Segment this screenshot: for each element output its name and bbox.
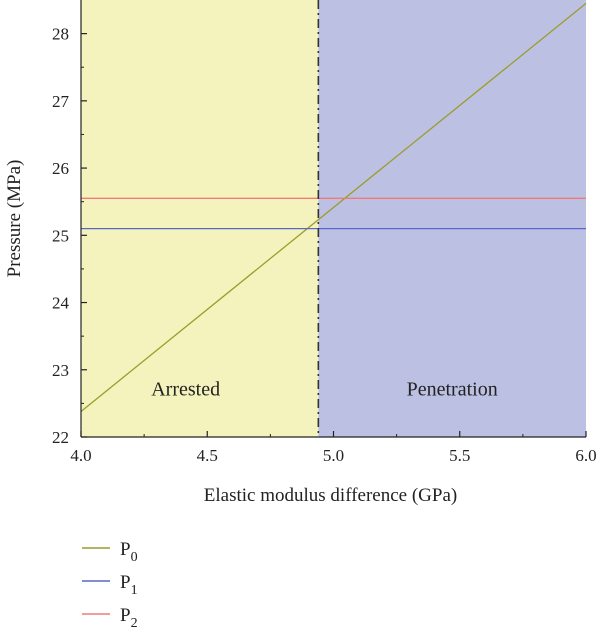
- x-tick-label: 4.0: [70, 446, 91, 465]
- x-tick-label: 5.5: [449, 446, 470, 465]
- x-tick-label: 5.0: [323, 446, 344, 465]
- y-tick-label: 26: [52, 159, 69, 178]
- y-tick-label: 23: [52, 361, 69, 380]
- y-tick-label: 24: [52, 294, 70, 313]
- axes: 4.0 4.5 5.0 5.5 6.0 22 23 24 25 26 27 28: [52, 0, 597, 465]
- y-tick-label: 25: [52, 226, 69, 245]
- y-tick-label: 27: [52, 92, 70, 111]
- legend: P0 P1 P2: [82, 539, 138, 631]
- region-penetration: [318, 0, 586, 437]
- plot-area: Arrested Penetration: [80, 0, 587, 437]
- y-tick-label: 28: [52, 25, 69, 44]
- y-tick-label: 22: [52, 428, 69, 447]
- region-label-penetration: Penetration: [407, 378, 498, 400]
- x-axis-title: Elastic modulus difference (GPa): [204, 485, 457, 506]
- region-label-arrested: Arrested: [151, 378, 220, 400]
- region-arrested: [81, 0, 319, 437]
- legend-label-p0: P0: [120, 539, 138, 565]
- legend-label-p2: P2: [120, 605, 138, 631]
- y-axis-title: Pressure (MPa): [4, 160, 25, 278]
- x-tick-label: 4.5: [197, 446, 218, 465]
- x-tick-label: 6.0: [575, 446, 596, 465]
- series-line-p0: [80, 2, 587, 413]
- legend-label-p1: P1: [120, 572, 138, 598]
